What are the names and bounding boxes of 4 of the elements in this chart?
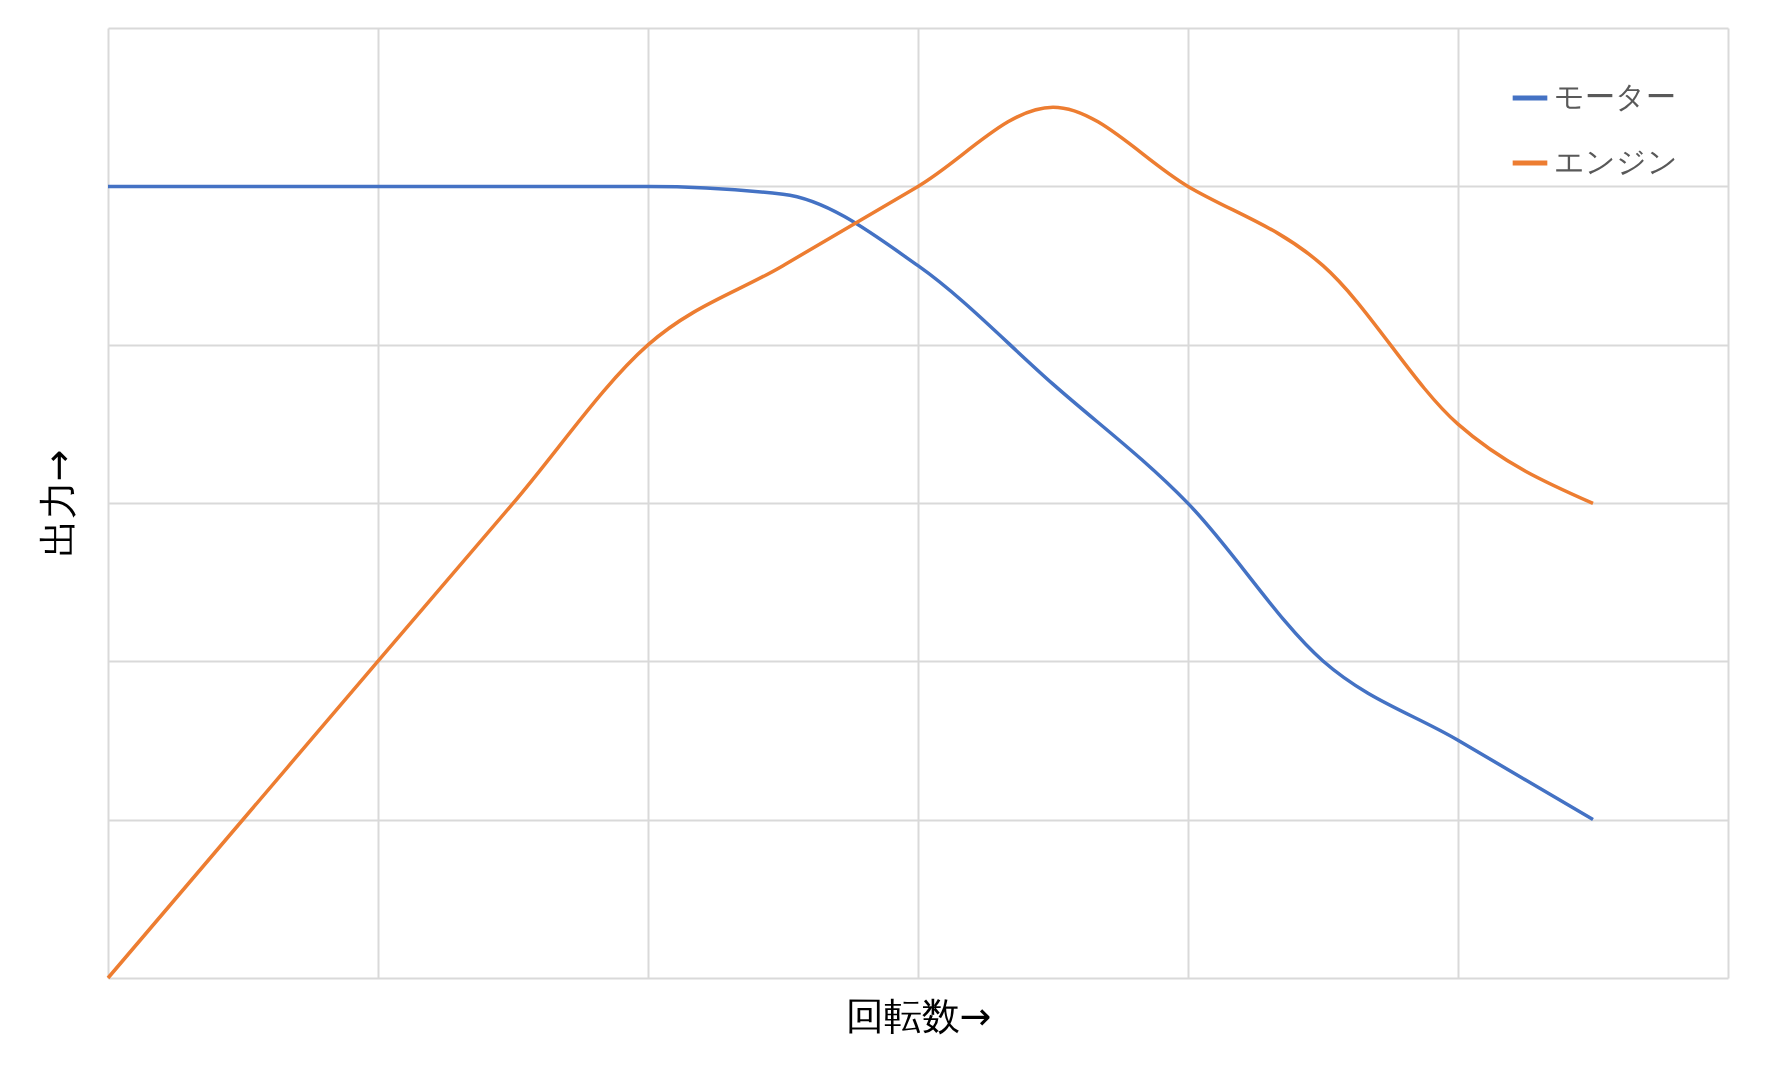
legend-label: モーター xyxy=(1554,79,1676,114)
x-axis-title: 回転数→ xyxy=(845,993,992,1038)
y-axis-title: 出力→ xyxy=(35,449,80,558)
legend-label: エンジン xyxy=(1554,144,1678,179)
